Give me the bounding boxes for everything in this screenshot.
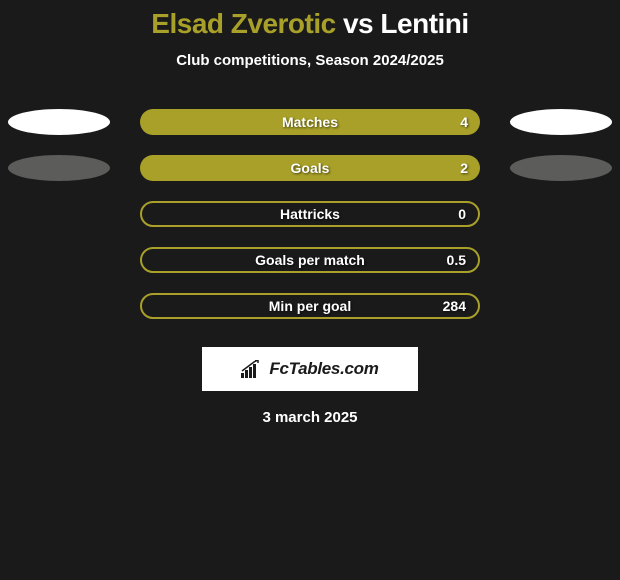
stat-row-mpg: Min per goal 284	[0, 293, 620, 319]
stat-label: Goals	[291, 160, 330, 176]
stat-row-goals: Goals 2	[0, 155, 620, 181]
stat-bar: Hattricks 0	[140, 201, 480, 227]
stat-label: Hattricks	[280, 206, 340, 222]
stat-row-matches: Matches 4	[0, 109, 620, 135]
logo-box[interactable]: FcTables.com	[202, 347, 418, 391]
ellipse-right-icon	[510, 155, 612, 181]
ellipse-right-icon	[510, 109, 612, 135]
stat-value: 0	[458, 206, 466, 222]
stat-label: Min per goal	[269, 298, 351, 314]
stat-bar: Min per goal 284	[140, 293, 480, 319]
stat-label: Goals per match	[255, 252, 365, 268]
player2-name: Lentini	[380, 8, 468, 39]
logo-content: FcTables.com	[241, 359, 378, 379]
logo-text: FcTables.com	[269, 359, 378, 379]
ellipse-left-icon	[8, 109, 110, 135]
chart-icon	[241, 360, 263, 378]
stat-bar: Matches 4	[140, 109, 480, 135]
stat-row-hattricks: Hattricks 0	[0, 201, 620, 227]
player1-name: Elsad Zverotic	[151, 8, 335, 39]
main-container: Elsad Zverotic vs Lentini Club competiti…	[0, 0, 620, 580]
stat-value: 284	[443, 298, 466, 314]
page-title: Elsad Zverotic vs Lentini	[151, 8, 468, 40]
date-text: 3 march 2025	[262, 409, 357, 426]
stat-value: 2	[460, 160, 468, 176]
vs-text: vs	[343, 8, 373, 39]
stat-value: 4	[460, 114, 468, 130]
ellipse-left-icon	[8, 155, 110, 181]
stats-area: Matches 4 Goals 2 Hattricks 0 Goals per …	[0, 109, 620, 426]
stat-bar: Goals per match 0.5	[140, 247, 480, 273]
stat-value: 0.5	[447, 252, 466, 268]
stat-bar: Goals 2	[140, 155, 480, 181]
stat-label: Matches	[282, 114, 338, 130]
stat-row-gpm: Goals per match 0.5	[0, 247, 620, 273]
subtitle: Club competitions, Season 2024/2025	[176, 52, 444, 69]
